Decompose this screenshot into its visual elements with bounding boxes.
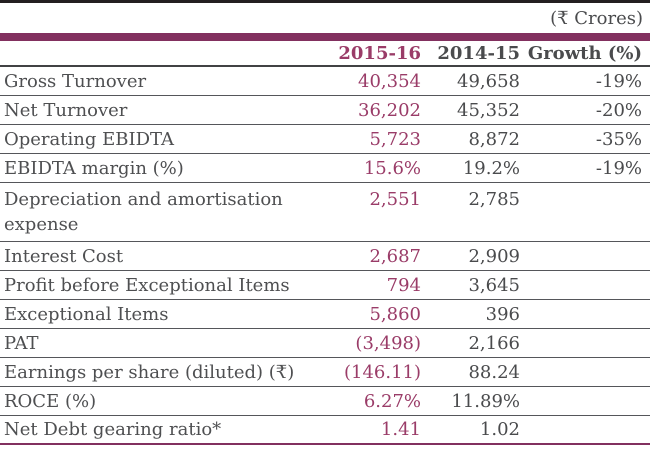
- table-row: Profit before Exceptional Items 794 3,64…: [0, 271, 650, 300]
- row-label: Earnings per share (diluted) (₹): [4, 361, 295, 383]
- value-fy2015: 3,645: [468, 274, 520, 296]
- row-label: Depreciation and amortisation expense: [4, 189, 283, 235]
- value-growth: -19%: [595, 157, 642, 179]
- value-growth: -20%: [595, 99, 642, 121]
- value-fy2015: 2,909: [468, 245, 520, 267]
- row-label: PAT: [4, 332, 39, 354]
- value-fy2016: (3,498): [355, 332, 421, 354]
- table-row: Gross Turnover 40,354 49,658 -19%: [0, 67, 650, 96]
- value-fy2016: 1.41: [380, 419, 421, 440]
- table-row: ROCE (%) 6.27% 11.89%: [0, 387, 650, 416]
- value-fy2015: 11.89%: [451, 390, 520, 412]
- table-header-row: 2015-16 2014-15 Growth (%): [0, 41, 650, 67]
- value-fy2016: 40,354: [358, 70, 421, 92]
- value-fy2015: 8,872: [468, 128, 520, 150]
- row-label: Exceptional Items: [4, 303, 169, 325]
- table-row: EBIDTA margin (%) 15.6% 19.2% -19%: [0, 154, 650, 183]
- value-fy2016: 5,723: [369, 128, 421, 150]
- table-row: Depreciation and amortisation expense 2,…: [0, 183, 650, 242]
- col-header-growth: Growth (%): [527, 42, 642, 64]
- value-growth: -35%: [595, 128, 642, 150]
- col-header-fy2015: 2014-15: [437, 42, 520, 64]
- table-row: Net Debt gearing ratio* 1.41 1.02: [0, 416, 650, 445]
- table-row: Net Turnover 36,202 45,352 -20%: [0, 96, 650, 125]
- value-fy2015: 2,166: [468, 332, 520, 354]
- value-fy2015: 45,352: [457, 99, 520, 121]
- value-growth: -19%: [595, 70, 642, 92]
- row-label: EBIDTA margin (%): [4, 157, 184, 179]
- units-caption: (₹ Crores): [550, 8, 643, 29]
- accent-bar: [0, 33, 650, 41]
- value-fy2015: 19.2%: [462, 157, 520, 179]
- value-fy2015: 396: [485, 303, 520, 325]
- row-label: Net Debt gearing ratio*: [4, 419, 222, 440]
- value-growth: [520, 183, 642, 187]
- table-row: Operating EBIDTA 5,723 8,872 -35%: [0, 125, 650, 154]
- value-fy2016: 2,687: [369, 245, 421, 267]
- row-label: Interest Cost: [4, 245, 124, 267]
- value-fy2016: 2,551: [369, 189, 421, 210]
- value-fy2016: 15.6%: [363, 157, 421, 179]
- value-fy2016: 5,860: [369, 303, 421, 325]
- row-label: Gross Turnover: [4, 70, 147, 92]
- value-fy2016: 36,202: [358, 99, 421, 121]
- table-row: Interest Cost 2,687 2,909: [0, 242, 650, 271]
- value-fy2015: 1.02: [479, 419, 520, 440]
- value-fy2016: 6.27%: [363, 390, 421, 412]
- value-fy2015: 2,785: [468, 189, 520, 210]
- row-label: ROCE (%): [4, 390, 97, 412]
- row-label: Net Turnover: [4, 99, 128, 121]
- value-fy2016: (146.11): [343, 361, 421, 383]
- value-fy2015: 88.24: [468, 361, 520, 383]
- top-rule: [0, 0, 650, 3]
- table-row: PAT (3,498) 2,166: [0, 329, 650, 358]
- table-row: Earnings per share (diluted) (₹) (146.11…: [0, 358, 650, 387]
- row-label: Operating EBIDTA: [4, 128, 175, 150]
- table-row: Exceptional Items 5,860 396: [0, 300, 650, 329]
- col-header-fy2016: 2015-16: [338, 42, 421, 64]
- value-fy2016: 794: [386, 274, 421, 296]
- value-fy2015: 49,658: [457, 70, 520, 92]
- row-label: Profit before Exceptional Items: [4, 274, 290, 296]
